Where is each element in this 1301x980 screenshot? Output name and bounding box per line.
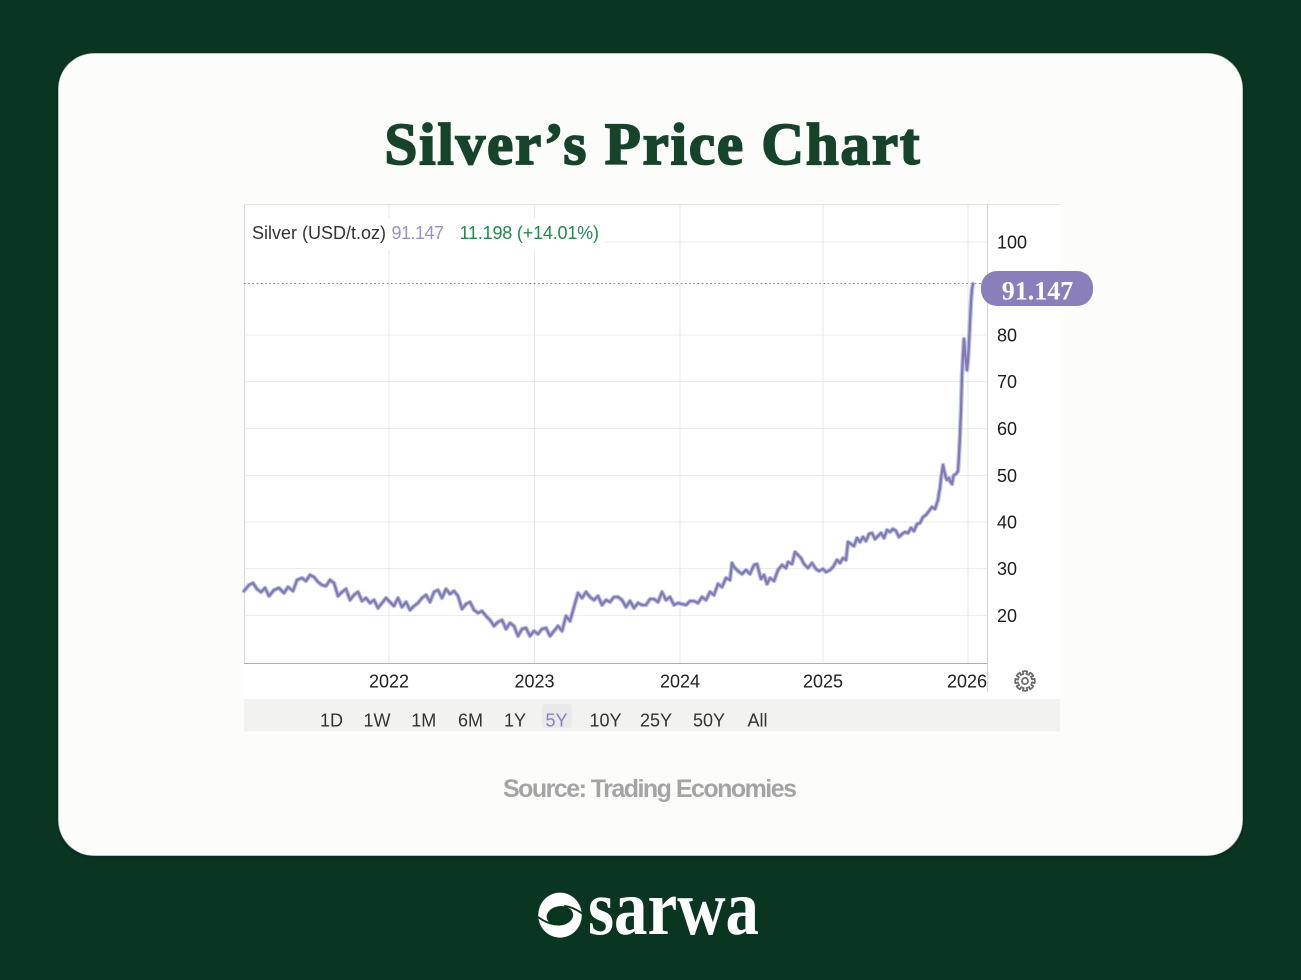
- svg-text:2022: 2022: [369, 672, 409, 692]
- svg-text:11.198 (+14.01%): 11.198 (+14.01%): [460, 223, 600, 243]
- svg-text:1M: 1M: [411, 711, 436, 731]
- svg-text:5Y: 5Y: [545, 711, 567, 731]
- svg-text:91.147: 91.147: [1002, 277, 1074, 306]
- svg-text:60: 60: [997, 419, 1017, 439]
- svg-text:91.147: 91.147: [392, 223, 445, 243]
- svg-text:20: 20: [997, 606, 1017, 626]
- svg-text:50: 50: [997, 466, 1017, 486]
- svg-text:1W: 1W: [364, 711, 391, 731]
- svg-text:1D: 1D: [320, 711, 343, 731]
- svg-text:Silver (USD/t.oz): Silver (USD/t.oz): [252, 223, 386, 243]
- svg-text:2025: 2025: [803, 672, 843, 692]
- svg-text:50Y: 50Y: [693, 711, 725, 731]
- svg-text:70: 70: [997, 372, 1017, 392]
- svg-text:100: 100: [997, 232, 1027, 252]
- svg-text:30: 30: [997, 559, 1017, 579]
- svg-text:Source: Trading Economies: Source: Trading Economies: [503, 775, 797, 803]
- svg-text:sarwa: sarwa: [588, 864, 759, 951]
- svg-text:2023: 2023: [514, 672, 554, 692]
- svg-text:2026: 2026: [947, 672, 987, 692]
- svg-text:25Y: 25Y: [640, 711, 672, 731]
- svg-text:40: 40: [997, 512, 1017, 532]
- svg-text:1Y: 1Y: [504, 711, 526, 731]
- svg-text:80: 80: [997, 325, 1017, 345]
- svg-text:6M: 6M: [458, 711, 483, 731]
- svg-text:10Y: 10Y: [589, 711, 621, 731]
- svg-text:Silver’s Price Chart: Silver’s Price Chart: [385, 111, 920, 177]
- svg-text:2024: 2024: [660, 672, 700, 692]
- svg-text:All: All: [747, 711, 767, 731]
